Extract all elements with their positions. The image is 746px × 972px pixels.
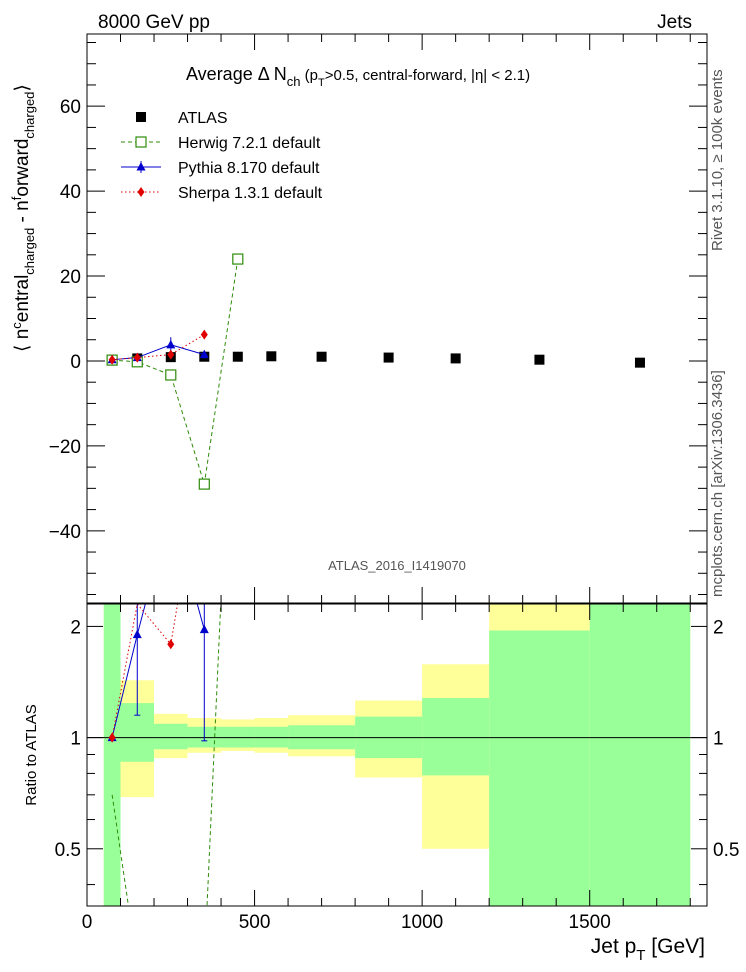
main-title: Average Δ Nch (pT>0.5, central-forward, … [186,64,530,89]
ratio-pythia-point [199,624,209,634]
x-tick-label: 500 [239,912,271,933]
atlas-point [232,351,243,362]
x-tick-label: 1500 [569,912,611,933]
x-tick-label: 0 [82,912,93,933]
sherpa-point [108,354,116,365]
ratio-band-inner [154,723,188,750]
main-axis-ticks: −40 −20 0 20 40 60 [49,34,707,603]
ratio-panel: 0.5 0.5 1 1 2 2 0 500 1000 1500 Ratio to ATLAS Je… [23,603,739,964]
herwig-line [112,258,239,485]
ratio-y-tick-label-right: 2 [713,617,724,638]
ratio-pythia-point [132,629,142,639]
main-y-tick-label: −40 [49,522,81,543]
main-y-tick-label: 40 [60,182,81,203]
ratio-band-inner [422,698,490,776]
pythia-point [166,339,176,349]
herwig-point [165,369,177,381]
sherpa-point [133,352,141,363]
header-left: 8000 GeV pp [98,12,210,33]
ratio-plot-area [87,604,707,906]
atlas-point [316,351,327,362]
herwig-point [198,478,210,490]
legend-marker-atlas [136,112,146,122]
ratio-band-inner [589,604,691,906]
pythia-line [112,344,205,361]
main-y-axis-label: ⟨ ncentralcharged - nforwardcharged⟩ [9,84,37,352]
ratio-sherpa-point [167,639,175,650]
ratio-y-tick-label-right: 0.5 [713,840,739,861]
atlas-point [383,352,394,363]
main-y-tick-label: −20 [49,437,81,458]
ratio-band-inner [103,604,121,906]
legend-label-sherpa: Sherpa 1.3.1 default [178,185,323,202]
x-tick-label: 1000 [401,912,443,933]
legend-label-herwig: Herwig 7.2.1 default [178,135,321,152]
atlas-point [450,353,461,364]
ratio-y-tick-label: 2 [70,617,81,638]
legend-marker-pythia [136,162,146,171]
pythia-point [199,349,209,359]
sherpa-point [200,329,208,340]
atlas-point [634,357,645,368]
atlas-point [266,351,277,362]
legend-label-atlas: ATLAS [178,110,228,127]
analysis-watermark: ATLAS_2016_I1419070 [328,558,466,573]
ratio-band-inner [489,630,590,906]
legend-marker-herwig [135,136,147,148]
header-right: Jets [657,12,692,33]
side-text-mcplots: mcplots.cern.ch [arXiv:1306.3436] [709,370,726,597]
main-y-tick-label: 60 [60,97,81,118]
legend: ATLAS Herwig 7.2.1 default Pythia 8.170 de… [121,110,323,202]
legend-label-pythia: Pythia 8.170 default [178,160,320,177]
main-y-tick-label: 20 [60,267,81,288]
ratio-y-axis-label: Ratio to ATLAS [23,704,40,805]
main-plot-area [106,253,645,490]
ratio-herwig-line [111,604,222,906]
ratio-y-tick-label: 0.5 [55,840,81,861]
x-axis-label: Jet pT [GeV] [591,935,705,964]
herwig-point [232,253,244,265]
main-panel: −40 −20 0 20 40 60 Average Δ Nch (pT>0.5, cen… [9,33,708,604]
legend-marker-sherpa [137,187,145,197]
side-text-rivet: Rivet 3.1.10, ≥ 100k events [709,69,726,251]
sherpa-line [112,334,205,361]
ratio-pythia-line [111,604,205,738]
main-y-tick-label: 0 [70,352,81,373]
ratio-axis-ticks: 0.5 0.5 1 1 2 2 0 500 1000 1500 [55,604,739,933]
ratio-y-tick-label-right: 1 [713,729,724,750]
ratio-y-tick-label: 1 [70,729,81,750]
ratio-uncertainty-bands [103,604,691,906]
atlas-point [534,354,545,365]
sherpa-point [167,349,175,360]
ratio-sherpa-point [108,732,116,743]
